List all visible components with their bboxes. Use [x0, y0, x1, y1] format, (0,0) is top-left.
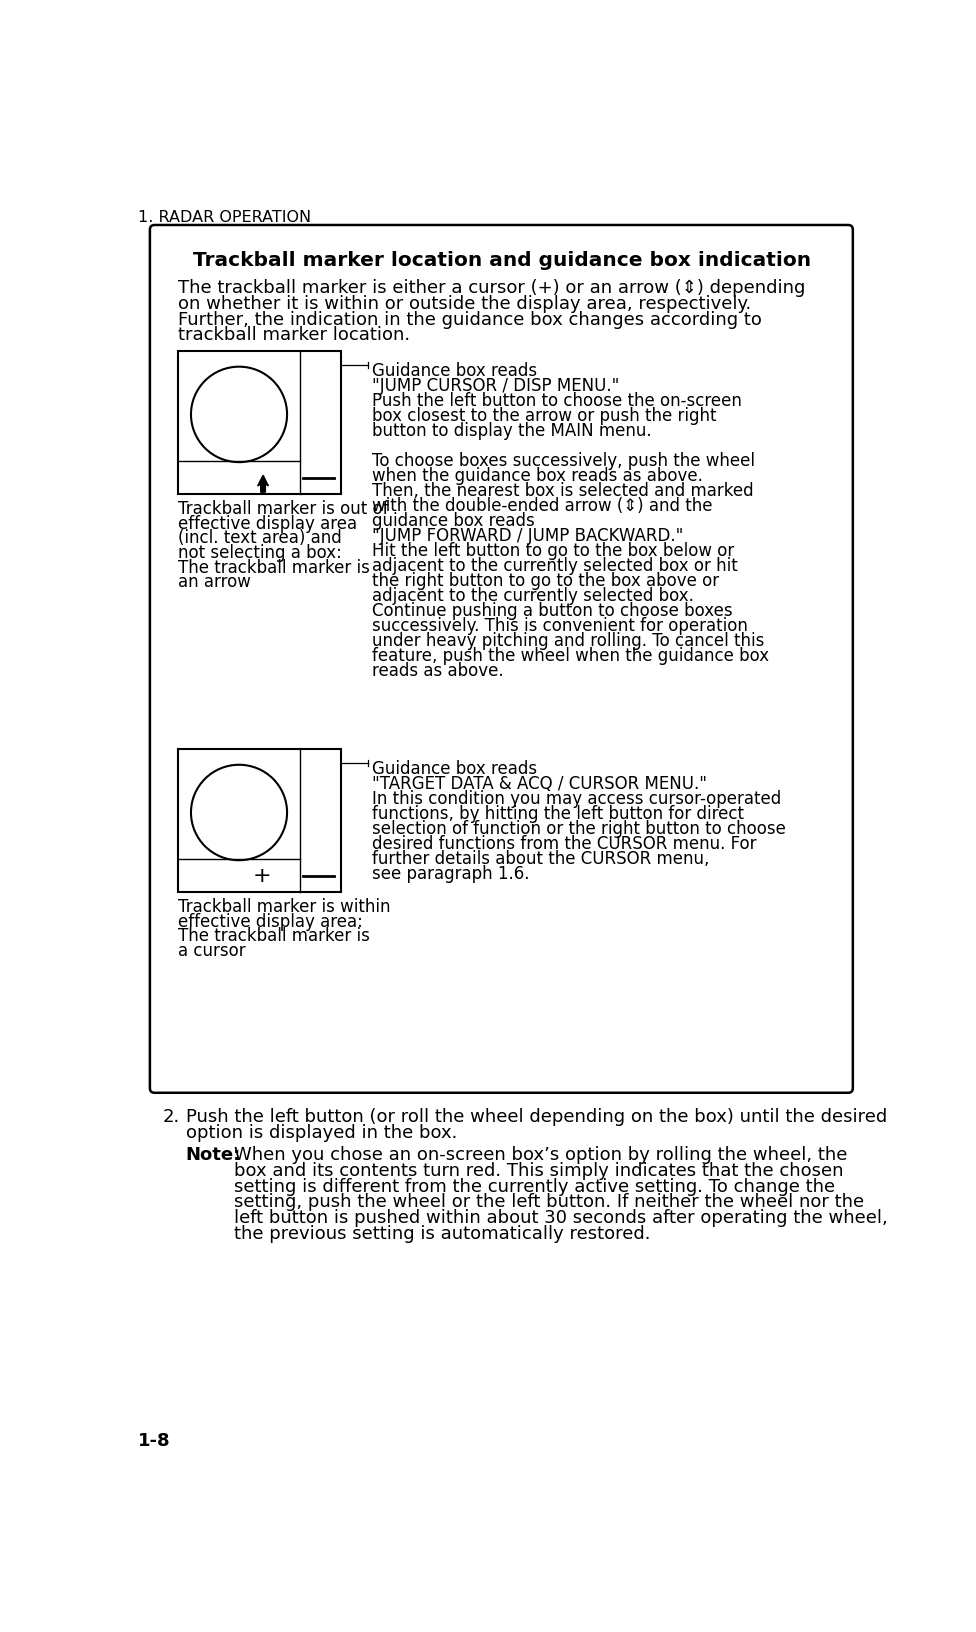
Text: trackball marker location.: trackball marker location.: [178, 326, 410, 344]
Text: The trackball marker is either a cursor (+) or an arrow (⇕) depending: The trackball marker is either a cursor …: [178, 279, 805, 297]
Text: Note:: Note:: [185, 1146, 241, 1164]
Text: Trackball marker is out of: Trackball marker is out of: [178, 499, 388, 517]
Text: setting is different from the currently active setting. To change the: setting is different from the currently …: [234, 1177, 835, 1195]
Text: To choose boxes successively, push the wheel: To choose boxes successively, push the w…: [372, 452, 755, 470]
Text: feature, push the wheel when the guidance box: feature, push the wheel when the guidanc…: [372, 646, 769, 664]
Text: The trackball marker is: The trackball marker is: [178, 558, 370, 576]
Text: an arrow: an arrow: [178, 573, 251, 591]
Text: left button is pushed within about 30 seconds after operating the wheel,: left button is pushed within about 30 se…: [234, 1209, 888, 1227]
Text: further details about the CURSOR menu,: further details about the CURSOR menu,: [372, 849, 710, 867]
Text: Push the left button to choose the on-screen: Push the left button to choose the on-sc…: [372, 392, 742, 410]
Text: on whether it is within or outside the display area, respectively.: on whether it is within or outside the d…: [178, 295, 752, 313]
Text: adjacent to the currently selected box.: adjacent to the currently selected box.: [372, 586, 694, 604]
Text: effective display area: effective display area: [178, 514, 357, 532]
Text: successively. This is convenient for operation: successively. This is convenient for ope…: [372, 617, 749, 635]
Text: selection of function or the right button to choose: selection of function or the right butto…: [372, 819, 787, 837]
Text: box and its contents turn red. This simply indicates that the chosen: box and its contents turn red. This simp…: [234, 1162, 844, 1180]
Text: when the guidance box reads as above.: when the guidance box reads as above.: [372, 467, 703, 485]
Text: see paragraph 1.6.: see paragraph 1.6.: [372, 865, 530, 883]
Text: box closest to the arrow or push the right: box closest to the arrow or push the rig…: [372, 406, 716, 424]
Text: Hit the left button to go to the box below or: Hit the left button to go to the box bel…: [372, 542, 735, 560]
Text: +: +: [252, 865, 270, 885]
Text: "JUMP FORWARD / JUMP BACKWARD.": "JUMP FORWARD / JUMP BACKWARD.": [372, 527, 684, 545]
Text: 1. RADAR OPERATION: 1. RADAR OPERATION: [138, 209, 310, 225]
Text: effective display area:: effective display area:: [178, 912, 363, 930]
Text: setting, push the wheel or the left button. If neither the wheel nor the: setting, push the wheel or the left butt…: [234, 1193, 865, 1211]
Text: functions, by hitting the left button for direct: functions, by hitting the left button fo…: [372, 805, 745, 823]
Text: In this condition you may access cursor-operated: In this condition you may access cursor-…: [372, 790, 782, 808]
Text: Then, the nearest box is selected and marked: Then, the nearest box is selected and ma…: [372, 481, 753, 499]
Text: button to display the MAIN menu.: button to display the MAIN menu.: [372, 421, 652, 439]
Text: guidance box reads: guidance box reads: [372, 511, 535, 529]
Text: Further, the indication in the guidance box changes according to: Further, the indication in the guidance …: [178, 310, 761, 328]
Text: reads as above.: reads as above.: [372, 661, 504, 679]
Text: option is displayed in the box.: option is displayed in the box.: [185, 1123, 457, 1141]
FancyBboxPatch shape: [150, 225, 853, 1093]
Text: Guidance box reads: Guidance box reads: [372, 759, 538, 777]
Text: "JUMP CURSOR / DISP MENU.": "JUMP CURSOR / DISP MENU.": [372, 377, 620, 395]
Text: 2.: 2.: [162, 1108, 180, 1126]
Text: under heavy pitching and rolling. To cancel this: under heavy pitching and rolling. To can…: [372, 632, 765, 650]
Text: 1-8: 1-8: [138, 1431, 170, 1449]
Text: with the double-ended arrow (⇕) and the: with the double-ended arrow (⇕) and the: [372, 496, 712, 514]
Text: (incl. text area) and: (incl. text area) and: [178, 529, 342, 547]
Text: the right button to go to the box above or: the right button to go to the box above …: [372, 571, 719, 589]
Text: Trackball marker location and guidance box indication: Trackball marker location and guidance b…: [192, 251, 811, 271]
Text: a cursor: a cursor: [178, 942, 245, 960]
Text: not selecting a box:: not selecting a box:: [178, 543, 342, 561]
Bar: [178, 749, 341, 893]
Text: Push the left button (or roll the wheel depending on the box) until the desired: Push the left button (or roll the wheel …: [185, 1108, 887, 1126]
Text: the previous setting is automatically restored.: the previous setting is automatically re…: [234, 1224, 651, 1242]
Text: desired functions from the CURSOR menu. For: desired functions from the CURSOR menu. …: [372, 834, 756, 852]
Text: The trackball marker is: The trackball marker is: [178, 927, 370, 945]
Polygon shape: [258, 477, 268, 493]
Text: Guidance box reads: Guidance box reads: [372, 361, 538, 379]
Bar: [178, 353, 341, 494]
Text: adjacent to the currently selected box or hit: adjacent to the currently selected box o…: [372, 557, 738, 574]
Text: When you chose an on-screen box’s option by rolling the wheel, the: When you chose an on-screen box’s option…: [234, 1146, 848, 1164]
Text: "TARGET DATA & ACQ / CURSOR MENU.": "TARGET DATA & ACQ / CURSOR MENU.": [372, 774, 708, 792]
Text: Continue pushing a button to choose boxes: Continue pushing a button to choose boxe…: [372, 601, 733, 620]
Text: Trackball marker is within: Trackball marker is within: [178, 898, 390, 916]
